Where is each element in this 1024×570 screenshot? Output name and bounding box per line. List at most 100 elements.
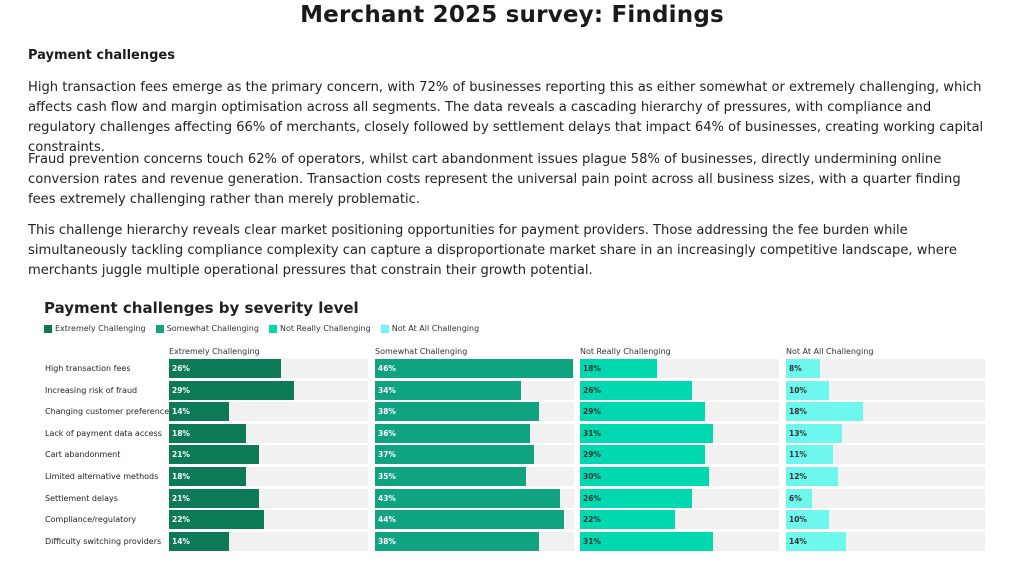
bar-value-label: 46% [378, 364, 396, 373]
bar-changing-customer-preferences-somewhat-challenging [375, 402, 539, 422]
legend-label: Somewhat Challenging [166, 324, 259, 333]
bar-track: 12% [786, 467, 985, 486]
bar-track: 30% [580, 467, 779, 486]
legend-item-not-really-challenging: Not Really Challenging [268, 324, 371, 333]
bar-track: 21% [169, 445, 368, 465]
bar-value-label: 13% [789, 428, 807, 438]
bar-high-transaction-fees-not-really-challenging [580, 359, 658, 378]
category-label-high-transaction-fees: High transaction fees [45, 364, 131, 373]
bar-value-label: 35% [378, 472, 396, 481]
bar-track: 14% [169, 402, 368, 422]
bar-increasing-risk-of-fraud-not-really-challenging [580, 380, 692, 400]
column-header-not-really-challenging: Not Really Challenging [580, 347, 671, 356]
bar-track: 22% [580, 510, 779, 530]
bar-track: 18% [580, 359, 779, 378]
bar-settlement-delays-extremely-challenging [169, 488, 260, 508]
column-header-not-at-all-challenging: Not At All Challenging [786, 347, 874, 356]
bar-value-label: 14% [172, 407, 190, 417]
bar-limited-alternative-methods-not-at-all-challenging [786, 467, 838, 486]
bar-value-label: 18% [172, 472, 190, 481]
bar-difficulty-switching-providers-extremely-challenging [169, 531, 230, 551]
bar-value-label: 29% [583, 407, 601, 417]
bar-track: 29% [169, 380, 368, 400]
bar-compliance-regulatory-not-at-all-challenging [786, 510, 830, 530]
bar-value-label: 10% [789, 385, 807, 395]
paragraph-1: High transaction fees emerge as the prim… [28, 80, 984, 155]
bar-value-label: 31% [583, 428, 601, 438]
bar-value-label: 12% [789, 472, 807, 481]
category-label-changing-customer-preferences: Changing customer preferences [45, 407, 174, 417]
legend-item-somewhat-challenging: Somewhat Challenging [155, 324, 259, 333]
bar-increasing-risk-of-fraud-extremely-challenging [169, 380, 294, 400]
bar-value-label: 22% [172, 515, 190, 525]
bar-value-label: 38% [378, 407, 396, 417]
bar-value-label: 18% [789, 407, 807, 417]
bar-difficulty-switching-providers-not-at-all-challenging [786, 531, 847, 551]
legend-swatch [268, 324, 277, 333]
legend-swatch [44, 324, 52, 333]
legend-item-not-at-all-challenging: Not At All Challenging [380, 324, 480, 333]
column-header-extremely-challenging: Extremely Challenging [169, 347, 260, 356]
bar-high-transaction-fees-extremely-challenging [169, 359, 281, 378]
bar-value-label: 14% [172, 536, 190, 546]
bar-settlement-delays-not-at-all-challenging [786, 488, 812, 508]
bar-track: 37% [375, 445, 574, 465]
bar-track: 18% [169, 423, 368, 443]
bar-value-label: 29% [172, 385, 190, 395]
bar-value-label: 38% [378, 536, 396, 546]
bar-track: 26% [169, 359, 368, 378]
bar-lack-of-payment-data-access-extremely-challenging [169, 423, 247, 443]
bar-track: 26% [580, 380, 779, 400]
bar-compliance-regulatory-somewhat-challenging [375, 510, 565, 530]
bar-value-label: 34% [378, 385, 396, 395]
bar-settlement-delays-somewhat-challenging [375, 488, 561, 508]
legend-swatch [155, 324, 164, 333]
legend-label: Not Really Challenging [279, 324, 371, 333]
legend-swatch [380, 324, 389, 333]
bar-increasing-risk-of-fraud-somewhat-challenging [375, 380, 522, 400]
bar-value-label: 36% [378, 428, 396, 438]
bar-track: 38% [375, 531, 574, 551]
section-heading: Payment challenges [28, 48, 175, 63]
bar-difficulty-switching-providers-somewhat-challenging [375, 531, 539, 551]
bar-track: 31% [580, 423, 779, 443]
paragraph-3: This challenge hierarchy reveals clear m… [28, 223, 957, 278]
bar-value-label: 26% [583, 493, 601, 503]
bar-track: 10% [786, 380, 985, 400]
chart-title: Payment challenges by severity level [44, 299, 359, 317]
bar-track: 6% [786, 488, 985, 508]
bar-track: 14% [786, 531, 985, 551]
chart-panel: Payment challenges by severity level Ext… [36, 294, 996, 570]
bar-value-label: 26% [172, 364, 190, 373]
column-header-somewhat-challenging: Somewhat Challenging [375, 347, 468, 356]
bar-track: 18% [169, 467, 368, 486]
bar-value-label: 26% [583, 385, 601, 395]
bar-changing-customer-preferences-not-really-challenging [580, 402, 705, 422]
bar-lack-of-payment-data-access-not-at-all-challenging [786, 423, 842, 443]
bar-track: 14% [169, 531, 368, 551]
bar-value-label: 21% [172, 450, 190, 460]
bar-track: 44% [375, 510, 574, 530]
bar-value-label: 22% [583, 515, 601, 525]
category-label-settlement-delays: Settlement delays [45, 493, 118, 503]
bar-track: 22% [169, 510, 368, 530]
bar-track: 18% [786, 402, 985, 422]
bar-track: 29% [580, 445, 779, 465]
bar-track: 8% [786, 359, 985, 378]
category-label-increasing-risk-of-fraud: Increasing risk of fraud [45, 385, 138, 395]
bar-track: 11% [786, 445, 985, 465]
bar-lack-of-payment-data-access-somewhat-challenging [375, 423, 530, 443]
bar-value-label: 44% [378, 515, 396, 525]
bar-cart-abandonment-somewhat-challenging [375, 445, 535, 465]
category-label-difficulty-switching-providers: Difficulty switching providers [45, 536, 162, 546]
bar-value-label: 29% [583, 450, 601, 460]
bar-track: 43% [375, 488, 574, 508]
category-label-limited-alternative-methods: Limited alternative methods [45, 472, 159, 481]
bar-high-transaction-fees-not-at-all-challenging [786, 359, 821, 378]
bar-value-label: 6% [789, 493, 802, 503]
bar-settlement-delays-not-really-challenging [580, 488, 692, 508]
bar-lack-of-payment-data-access-not-really-challenging [580, 423, 714, 443]
legend-label: Not At All Challenging [391, 324, 480, 333]
bar-value-label: 11% [789, 450, 807, 460]
category-label-lack-of-payment-data-access: Lack of payment data access [45, 428, 162, 438]
